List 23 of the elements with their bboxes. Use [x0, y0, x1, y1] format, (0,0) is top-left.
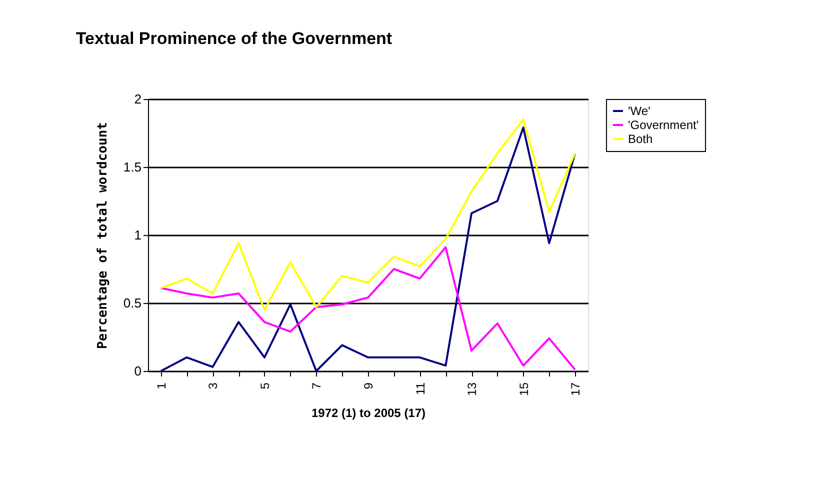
y-tick-label: 1.5: [123, 160, 142, 174]
chart-title: Textual Prominence of the Government: [76, 29, 392, 48]
legend-label: Both: [628, 132, 653, 146]
x-tick-label: 11: [413, 382, 428, 395]
legend-label: 'We': [628, 104, 650, 118]
x-tick-label: 7: [310, 382, 324, 390]
y-tick-label: 2: [134, 92, 142, 106]
x-tick-label: 15: [516, 382, 531, 396]
x-tick-label: 17: [568, 382, 583, 396]
line-series: [160, 126, 576, 372]
x-tick-label: 9: [362, 382, 376, 390]
x-tick-label: 13: [465, 382, 480, 396]
line-series: [160, 246, 576, 371]
y-tick-label: 0: [134, 364, 142, 378]
y-tick-label: 1: [134, 228, 142, 242]
x-tick-label: 5: [258, 382, 272, 390]
y-axis-title: Percentage of total wordcount: [95, 122, 110, 349]
line-series: [160, 118, 576, 311]
x-tick-label: 3: [206, 382, 220, 390]
x-axis-title: 1972 (1) to 2005 (17): [311, 406, 426, 420]
x-tick-label: 1: [154, 382, 168, 390]
legend-label: 'Government': [628, 118, 699, 132]
y-tick-label: 0.5: [123, 296, 142, 310]
